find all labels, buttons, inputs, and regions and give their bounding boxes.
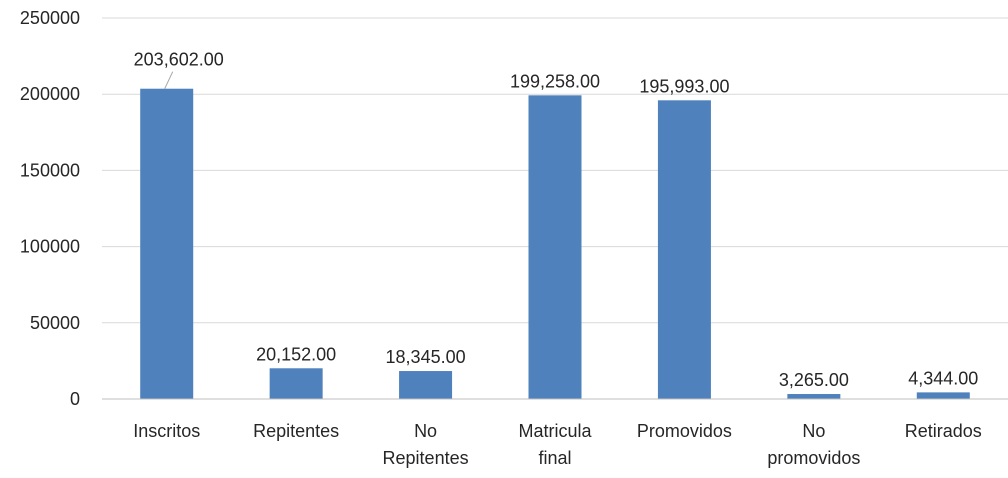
data-label: 199,258.00: [510, 71, 600, 91]
data-label: 203,602.00: [134, 50, 224, 70]
x-tick-label-line: Retirados: [905, 421, 982, 441]
data-label: 18,345.00: [386, 347, 466, 367]
bar: [269, 368, 323, 399]
data-label: 195,993.00: [639, 76, 729, 96]
x-tick-label: Retirados: [905, 421, 982, 441]
y-tick-label: 200000: [20, 84, 80, 104]
data-label: 20,152.00: [256, 344, 336, 364]
bar: [916, 392, 970, 399]
x-tick-label-line: No: [802, 421, 825, 441]
x-tick-label: Matricula final: [518, 421, 592, 468]
y-tick-label: 250000: [20, 8, 80, 28]
x-tick-label-line: No: [414, 421, 437, 441]
x-tick-label-line: Inscritos: [133, 421, 200, 441]
x-tick-label-line: final: [538, 448, 571, 468]
x-tick-label: Repitentes: [253, 421, 339, 441]
data-label: 4,344.00: [908, 368, 978, 388]
data-label: 3,265.00: [779, 370, 849, 390]
y-tick-label: 50000: [30, 313, 80, 333]
y-tick-label: 100000: [20, 237, 80, 257]
x-axis-ticks: Inscritos Repitentes No Repitentes Matricula…: [133, 421, 982, 468]
bar: [657, 100, 711, 399]
x-tick-label: No promovidos: [767, 421, 860, 468]
x-tick-label: Promovidos: [637, 421, 732, 441]
bar: [528, 95, 582, 399]
x-tick-label-line: Repitentes: [383, 448, 469, 468]
x-tick-label-line: Matricula: [518, 421, 592, 441]
bars: [140, 88, 970, 400]
x-tick-label-line: Promovidos: [637, 421, 732, 441]
x-tick-label: No Repitentes: [383, 421, 469, 468]
x-tick-label-line: Repitentes: [253, 421, 339, 441]
bar: [787, 394, 841, 399]
y-tick-label: 150000: [20, 160, 80, 180]
x-tick-label: Inscritos: [133, 421, 200, 441]
data-labels: 203,602.00 20,152.00 18,345.00 199,258.00 19…: [134, 50, 979, 390]
y-tick-label: 0: [70, 389, 80, 409]
bar: [399, 371, 453, 399]
x-tick-label-line: promovidos: [767, 448, 860, 468]
y-axis-ticks: 0 50000 100000 150000 200000 250000: [20, 8, 80, 409]
leader-line: [164, 71, 174, 89]
bar: [140, 88, 194, 400]
